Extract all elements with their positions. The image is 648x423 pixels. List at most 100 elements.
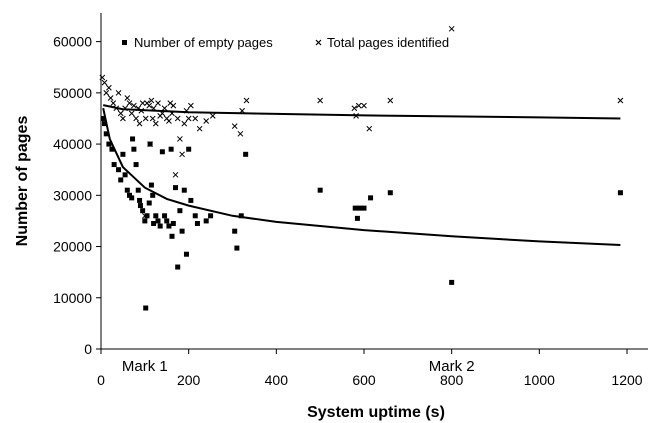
data-point-total-pages (115, 89, 122, 96)
data-point-empty-pages (137, 203, 143, 209)
data-point-empty-pages (103, 131, 109, 137)
data-point-total-pages (142, 115, 149, 122)
data-point-empty-pages (102, 121, 108, 127)
data-point-empty-pages (208, 213, 214, 219)
data-point-total-pages (203, 118, 210, 124)
data-point-total-pages (133, 115, 139, 122)
data-point-total-pages (106, 84, 112, 91)
data-point-empty-pages (183, 251, 189, 257)
data-point-total-pages (169, 110, 175, 117)
data-point-total-pages (138, 107, 145, 114)
y-tick-label: 20000 (53, 239, 92, 255)
data-point-empty-pages (135, 187, 141, 193)
trendlines (102, 104, 621, 246)
data-point-total-pages (124, 95, 131, 101)
data-point-empty-pages (188, 197, 194, 203)
data-point-empty-pages (186, 146, 192, 152)
x-tick-label: 0 (97, 372, 105, 388)
data-point-total-pages (141, 212, 148, 219)
data-point-total-pages (166, 118, 172, 124)
data-point-total-pages (355, 102, 362, 109)
legend-marker-empty-pages (122, 40, 127, 45)
data-point-empty-pages (169, 233, 175, 239)
y-tick-label: 10000 (53, 290, 92, 306)
data-point-empty-pages (387, 190, 393, 196)
data-point-empty-pages (175, 264, 181, 270)
data-point-total-pages (237, 130, 244, 137)
data-point-empty-pages (116, 167, 122, 173)
data-point-empty-pages (317, 187, 323, 193)
data-point-total-pages (147, 141, 153, 147)
data-point-empty-pages (153, 213, 159, 219)
data-point-total-pages (188, 102, 194, 109)
data-point-empty-pages (144, 213, 150, 219)
data-point-total-pages (155, 100, 161, 106)
x-tick-label: 600 (352, 372, 376, 388)
x-tick-label: 800 (440, 372, 464, 388)
data-point-total-pages (150, 105, 157, 112)
data-point-total-pages (181, 120, 188, 127)
data-point-total-pages (161, 105, 168, 112)
data-point-total-pages (128, 110, 135, 117)
data-point-empty-pages (129, 195, 135, 201)
data-point-empty-pages (151, 220, 157, 226)
y-axis-title: Number of pages (14, 116, 31, 247)
data-point-empty-pages (232, 228, 238, 234)
data-point-total-pages (136, 120, 143, 127)
legend: Number of empty pages Total pages identi… (122, 35, 449, 50)
data-point-empty-pages (243, 151, 249, 157)
data-point-empty-pages (164, 218, 170, 224)
data-point-empty-pages (150, 192, 156, 198)
y-axis-ticks: 0 10000 20000 30000 40000 50000 60000 (53, 34, 101, 357)
data-point-total-pages (361, 102, 367, 109)
legend-label-total-pages: Total pages identified (327, 35, 449, 50)
data-point-total-pages (139, 100, 146, 106)
data-point-empty-pages (203, 218, 209, 224)
x-tick-label: 200 (177, 372, 201, 388)
y-tick-label: 60000 (53, 34, 92, 50)
data-point-empty-pages (617, 190, 623, 196)
data-point-empty-pages (162, 213, 168, 219)
data-point-empty-pages (148, 182, 154, 188)
y-tick-label: 0 (84, 341, 92, 357)
data-point-empty-pages (118, 177, 124, 183)
data-point-total-pages (148, 97, 155, 104)
x-tick-label: 1200 (611, 372, 642, 388)
data-point-total-pages (126, 100, 133, 106)
data-point-total-pages (146, 102, 153, 109)
data-point-total-pages (243, 97, 250, 104)
legend-label-empty-pages: Number of empty pages (134, 35, 273, 50)
data-point-empty-pages (170, 220, 176, 226)
data-point-empty-pages (140, 208, 146, 214)
data-point-empty-pages (168, 146, 174, 152)
data-point-empty-pages (177, 208, 183, 214)
data-point-empty-pages (155, 218, 161, 224)
data-point-empty-pages (124, 187, 130, 193)
data-point-total-pages (209, 113, 216, 119)
data-point-empty-pages (100, 115, 106, 121)
data-point-total-pages (179, 151, 185, 158)
data-point-empty-pages (238, 213, 244, 219)
trendline-empty-pages (102, 107, 621, 246)
data-point-total-pages (152, 120, 159, 127)
data-point-empty-pages (122, 172, 128, 178)
data-point-empty-pages (449, 279, 455, 285)
plot-area (100, 13, 648, 350)
y-tick-label: 40000 (53, 136, 92, 152)
data-point-total-pages (131, 102, 137, 109)
data-point-empty-pages (106, 141, 112, 147)
data-point-empty-pages (179, 228, 185, 234)
data-point-total-pages (149, 115, 156, 122)
x-axis-ticks: 0 200 400 600 800 1000 1200 (97, 349, 643, 388)
x-tick-label: 1000 (524, 372, 555, 388)
annotation-mark-2: Mark 2 (429, 358, 475, 375)
data-point-total-pages (99, 74, 106, 81)
data-point-total-pages (317, 97, 324, 104)
x-tick-label: 400 (265, 372, 289, 388)
y-tick-label: 30000 (53, 187, 92, 203)
data-point-empty-pages (361, 205, 367, 211)
data-point-total-pages (192, 115, 199, 122)
data-point-total-pages (120, 115, 126, 122)
data-point-empty-pages (354, 215, 360, 221)
